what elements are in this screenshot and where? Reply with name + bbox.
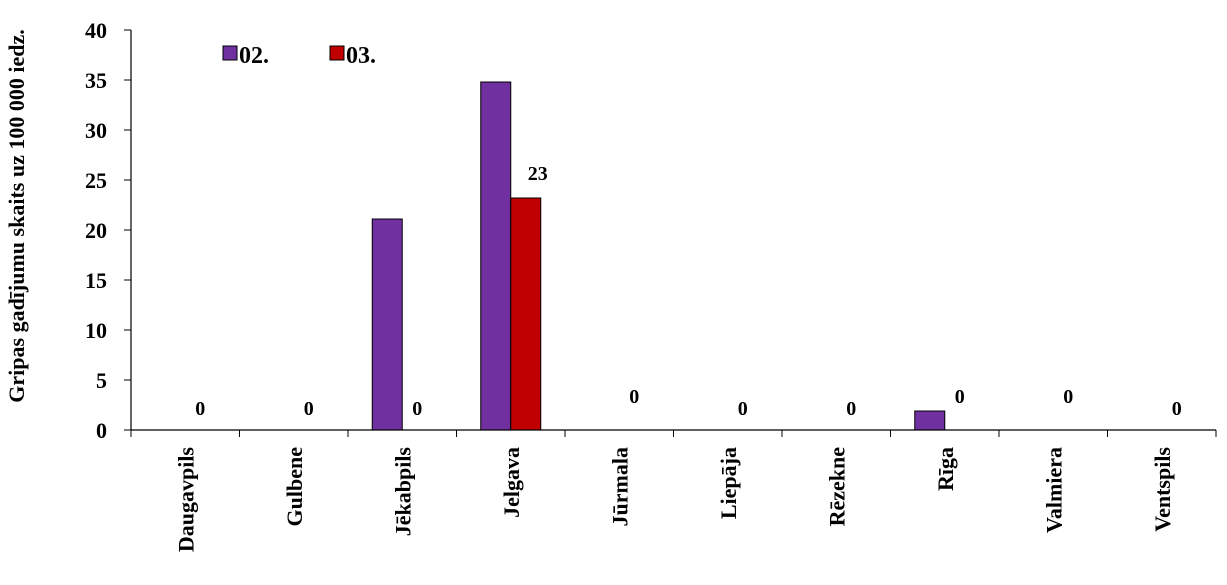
y-axis-ticks: 0 5 10 15 20 25 30 35 40 [85,18,131,443]
category-label-6: Rēzekne [824,447,849,527]
legend-swatch-0 [222,45,238,61]
bar-02-Rīga [914,410,946,431]
category-label-7: Rīga [933,447,958,491]
y-tick-label: 0 [96,418,107,443]
data-label-Jūrmala: 0 [629,386,639,408]
data-label-Jēkabpils: 0 [412,398,422,420]
data-label-Rīga: 0 [955,386,965,408]
category-label-9: Ventspils [1150,447,1175,532]
category-label-8: Valmiera [1041,447,1066,533]
bar-03-Jelgava [510,197,542,431]
category-labels: Daugavpils Gulbene Jēkabpils Jelgava Jūrmala… [173,447,1175,553]
legend-label-0: 02. [239,43,269,69]
category-label-0: Daugavpils [173,447,198,553]
y-axis-title: Gripas gadījumu skaits uz 100 000 iedz. [4,29,29,402]
data-label-Liepāja: 0 [738,398,748,420]
legend: 02. 03. [222,43,376,69]
axes [130,30,1217,437]
data-label-Gulbene: 0 [304,398,314,420]
data-labels: 0 0 0 23 0 0 0 0 0 0 [195,163,1182,420]
y-tick-label: 20 [85,218,107,243]
y-tick-label: 10 [85,318,107,343]
y-tick-label: 25 [85,168,107,193]
data-label-Ventspils: 0 [1172,398,1182,420]
category-label-5: Liepāja [716,447,741,519]
y-tick-label: 30 [85,118,107,143]
data-label-Daugavpils: 0 [195,398,205,420]
y-tick-label: 5 [96,368,107,393]
data-label-Valmiera: 0 [1063,386,1073,408]
category-label-1: Gulbene [282,447,307,527]
data-label-Jelgava: 23 [528,163,548,185]
y-tick-label: 15 [85,268,107,293]
data-label-Rēzekne: 0 [846,398,856,420]
bar-02-Jēkabpils [371,218,403,431]
legend-label-1: 03. [346,43,376,69]
legend-swatch-1 [329,45,345,61]
category-label-3: Jelgava [499,447,524,518]
y-tick-label: 40 [85,18,107,43]
bar-02-Jelgava [480,81,512,431]
y-tick-label: 35 [85,68,107,93]
category-label-2: Jēkabpils [390,447,415,537]
bars [371,81,946,431]
category-label-4: Jūrmala [607,447,632,526]
